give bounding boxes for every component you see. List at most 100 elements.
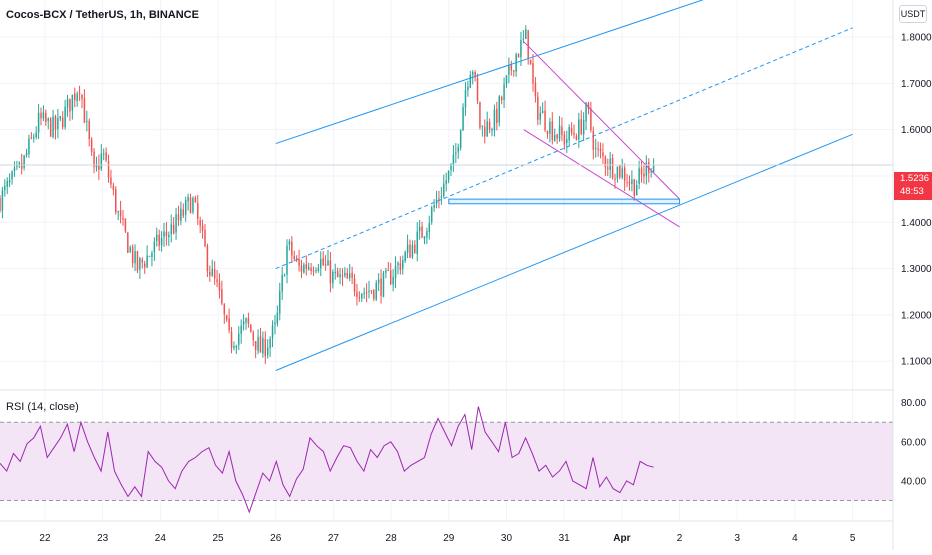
candle-body [187, 196, 189, 202]
candle-body [522, 38, 525, 40]
candle-body [566, 139, 568, 144]
candle-body [250, 324, 252, 332]
candle-body [341, 275, 344, 277]
candle-body [257, 337, 259, 351]
candle-body [151, 252, 153, 258]
symbol-title[interactable]: Cocos-BCX / TetherUS, 1h, BINANCE [6, 9, 199, 21]
candle-body [633, 179, 636, 196]
candle-body [414, 244, 416, 253]
candle-body [638, 168, 640, 184]
candle-body [115, 189, 117, 213]
candle-body [635, 185, 638, 196]
candle-body [602, 152, 604, 157]
candle-body [233, 346, 235, 349]
candle-body [389, 270, 392, 285]
x-tick-label: 28 [386, 533, 398, 544]
candle-body [86, 120, 88, 122]
candle-body [163, 231, 165, 237]
candle-body [611, 158, 614, 178]
rsi-tick-label: 80.00 [901, 398, 926, 409]
candle-body [368, 290, 370, 292]
y-tick-label: 1.2000 [901, 310, 932, 321]
candle-body [160, 237, 163, 246]
candle-body [312, 270, 315, 272]
candle-body [189, 197, 192, 214]
candle-body [365, 292, 368, 294]
candle-body [35, 132, 37, 138]
candle-body [11, 171, 13, 180]
x-tick-label: 27 [328, 533, 340, 544]
x-tick-label: 31 [559, 533, 571, 544]
candle-body [404, 252, 406, 262]
candle-body [20, 163, 23, 169]
candle-body [16, 164, 18, 167]
candle-body [609, 158, 611, 171]
candle-body [216, 279, 218, 283]
candle-body [447, 170, 450, 181]
candle-body [520, 40, 522, 58]
candle-body [607, 167, 609, 169]
candle-body [153, 241, 156, 253]
candle-body [218, 282, 221, 291]
candle-body [54, 116, 57, 131]
candle-body [168, 235, 170, 237]
candle-body [541, 111, 544, 114]
candle-body [221, 289, 223, 304]
candle-body [315, 270, 317, 272]
candle-body [643, 173, 645, 177]
candle-body [486, 121, 488, 137]
candle-body [363, 292, 365, 294]
candles[interactable] [0, 25, 655, 365]
candle-body [175, 214, 177, 233]
candle-body [206, 245, 209, 272]
candle-body [580, 119, 582, 134]
candle-body [131, 246, 134, 264]
candle-body [240, 325, 242, 334]
candle-body [298, 259, 300, 266]
candle-body [112, 185, 115, 190]
rsi-title[interactable]: RSI (14, close) [6, 401, 79, 413]
candle-body [399, 263, 402, 271]
last-price-tag: 1.5236 48:53 [894, 172, 932, 200]
candle-body [640, 168, 643, 175]
candle-body [110, 177, 112, 185]
candle-body [242, 321, 245, 325]
currency-button[interactable]: USDT [899, 5, 927, 23]
candle-body [177, 214, 180, 221]
candle-body [305, 264, 308, 270]
candle-body [156, 234, 158, 241]
candle-body [192, 198, 194, 213]
candle-body [182, 209, 185, 216]
y-tick-label: 1.7000 [901, 79, 932, 90]
candle-body [375, 282, 377, 300]
time-axis[interactable]: 22 23 24 25 26 27 28 29 30 31 Apr 2 3 4 5 [39, 533, 855, 544]
candle-body [197, 203, 199, 219]
candle-body [93, 151, 95, 167]
candle-body [537, 96, 539, 120]
candle-body [336, 270, 339, 278]
drawings[interactable] [275, 0, 853, 371]
candle-body [74, 93, 76, 101]
candle-body [266, 347, 269, 356]
rsi-tick-label: 40.00 [901, 476, 926, 487]
candle-body [201, 225, 204, 231]
candle-body [479, 101, 481, 128]
candle-body [529, 59, 532, 65]
candle-body [102, 153, 105, 155]
candle-body [283, 275, 286, 277]
candle-body [293, 255, 295, 259]
candle-body [230, 331, 233, 348]
y-tick-label: 1.3000 [901, 264, 932, 275]
x-tick-label: 26 [270, 533, 282, 544]
candle-body [481, 125, 484, 128]
candle-body [57, 118, 59, 130]
candle-body [503, 84, 505, 100]
candle-body [604, 156, 607, 168]
candle-body [599, 149, 602, 152]
candle-body [247, 318, 250, 324]
candle-body [650, 171, 652, 173]
rsi-axis[interactable]: 40.00 60.00 80.00 [901, 398, 926, 487]
candle-body [416, 231, 418, 254]
